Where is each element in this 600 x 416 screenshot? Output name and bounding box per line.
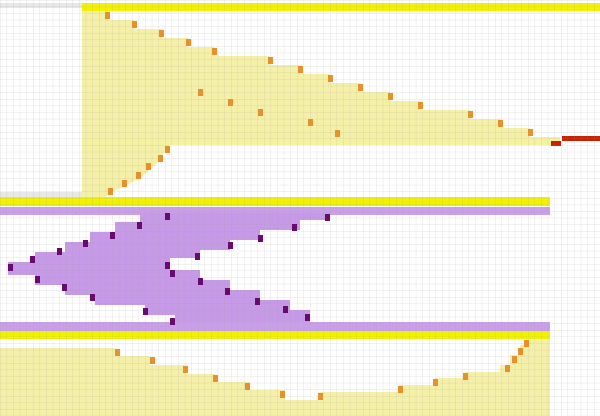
dark-purple-cells <box>8 213 330 325</box>
orange-cells <box>105 12 533 400</box>
